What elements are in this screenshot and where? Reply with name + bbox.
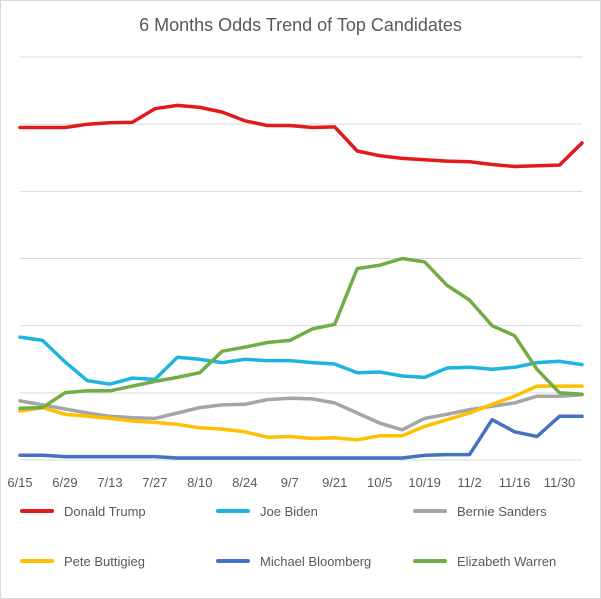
plot-area: 6/15 6/29 7/13 7/27 8/10 8/24 9/7 9/21 10/5 10/19… <box>7 56 584 490</box>
legend-swatch <box>20 509 54 513</box>
legend-item: Donald Trump <box>20 501 146 521</box>
x-tick-label: 10/5 <box>367 475 392 490</box>
series-line-donald-trump <box>18 103 584 169</box>
x-tick-label: 6/29 <box>52 475 77 490</box>
legend-item: Bernie Sanders <box>413 501 547 521</box>
series-line-elizabeth-warren <box>18 256 584 411</box>
chart-title: 6 Months Odds Trend of Top Candidates <box>139 15 462 35</box>
legend: Donald Trump Joe Biden Bernie Sanders Pete … <box>1 501 600 581</box>
x-tick-label: 8/10 <box>187 475 212 490</box>
legend-label: Michael Bloomberg <box>260 553 372 569</box>
legend-item: Joe Biden <box>216 501 318 521</box>
x-axis: 6/15 6/29 7/13 7/27 8/10 8/24 9/7 9/21 10/5 10/19… <box>7 459 582 490</box>
x-tick-label: 10/19 <box>408 475 441 490</box>
gridlines <box>20 56 582 394</box>
series-line-pete-buttigieg <box>18 384 584 442</box>
x-tick-label: 7/27 <box>142 475 167 490</box>
legend-label: Joe Biden <box>260 503 318 519</box>
x-tick-label: 7/13 <box>97 475 122 490</box>
series-line-joe-biden <box>18 335 584 386</box>
series-lines <box>18 103 584 460</box>
legend-swatch <box>20 559 54 563</box>
x-tick-label: 11/30 <box>544 475 576 490</box>
series-line-michael-bloomberg <box>18 414 584 460</box>
legend-label: Bernie Sanders <box>457 503 547 519</box>
legend-label: Donald Trump <box>64 503 146 519</box>
x-tick-label: 9/21 <box>322 475 347 490</box>
legend-label: Pete Buttigieg <box>64 553 145 569</box>
legend-item: Michael Bloomberg <box>216 551 371 571</box>
x-tick-label: 9/7 <box>281 475 299 490</box>
legend-swatch <box>413 559 447 563</box>
x-tick-label: 6/15 <box>7 475 32 490</box>
x-tick-label: 11/16 <box>499 475 531 490</box>
legend-swatch <box>216 559 250 563</box>
legend-item: Pete Buttigieg <box>20 551 145 571</box>
legend-swatch <box>413 509 447 513</box>
x-tick-label: 8/24 <box>232 475 257 490</box>
legend-item: Elizabeth Warren <box>413 551 556 571</box>
legend-swatch <box>216 509 250 513</box>
x-tick-label: 11/2 <box>457 475 481 490</box>
legend-label: Elizabeth Warren <box>457 553 557 569</box>
